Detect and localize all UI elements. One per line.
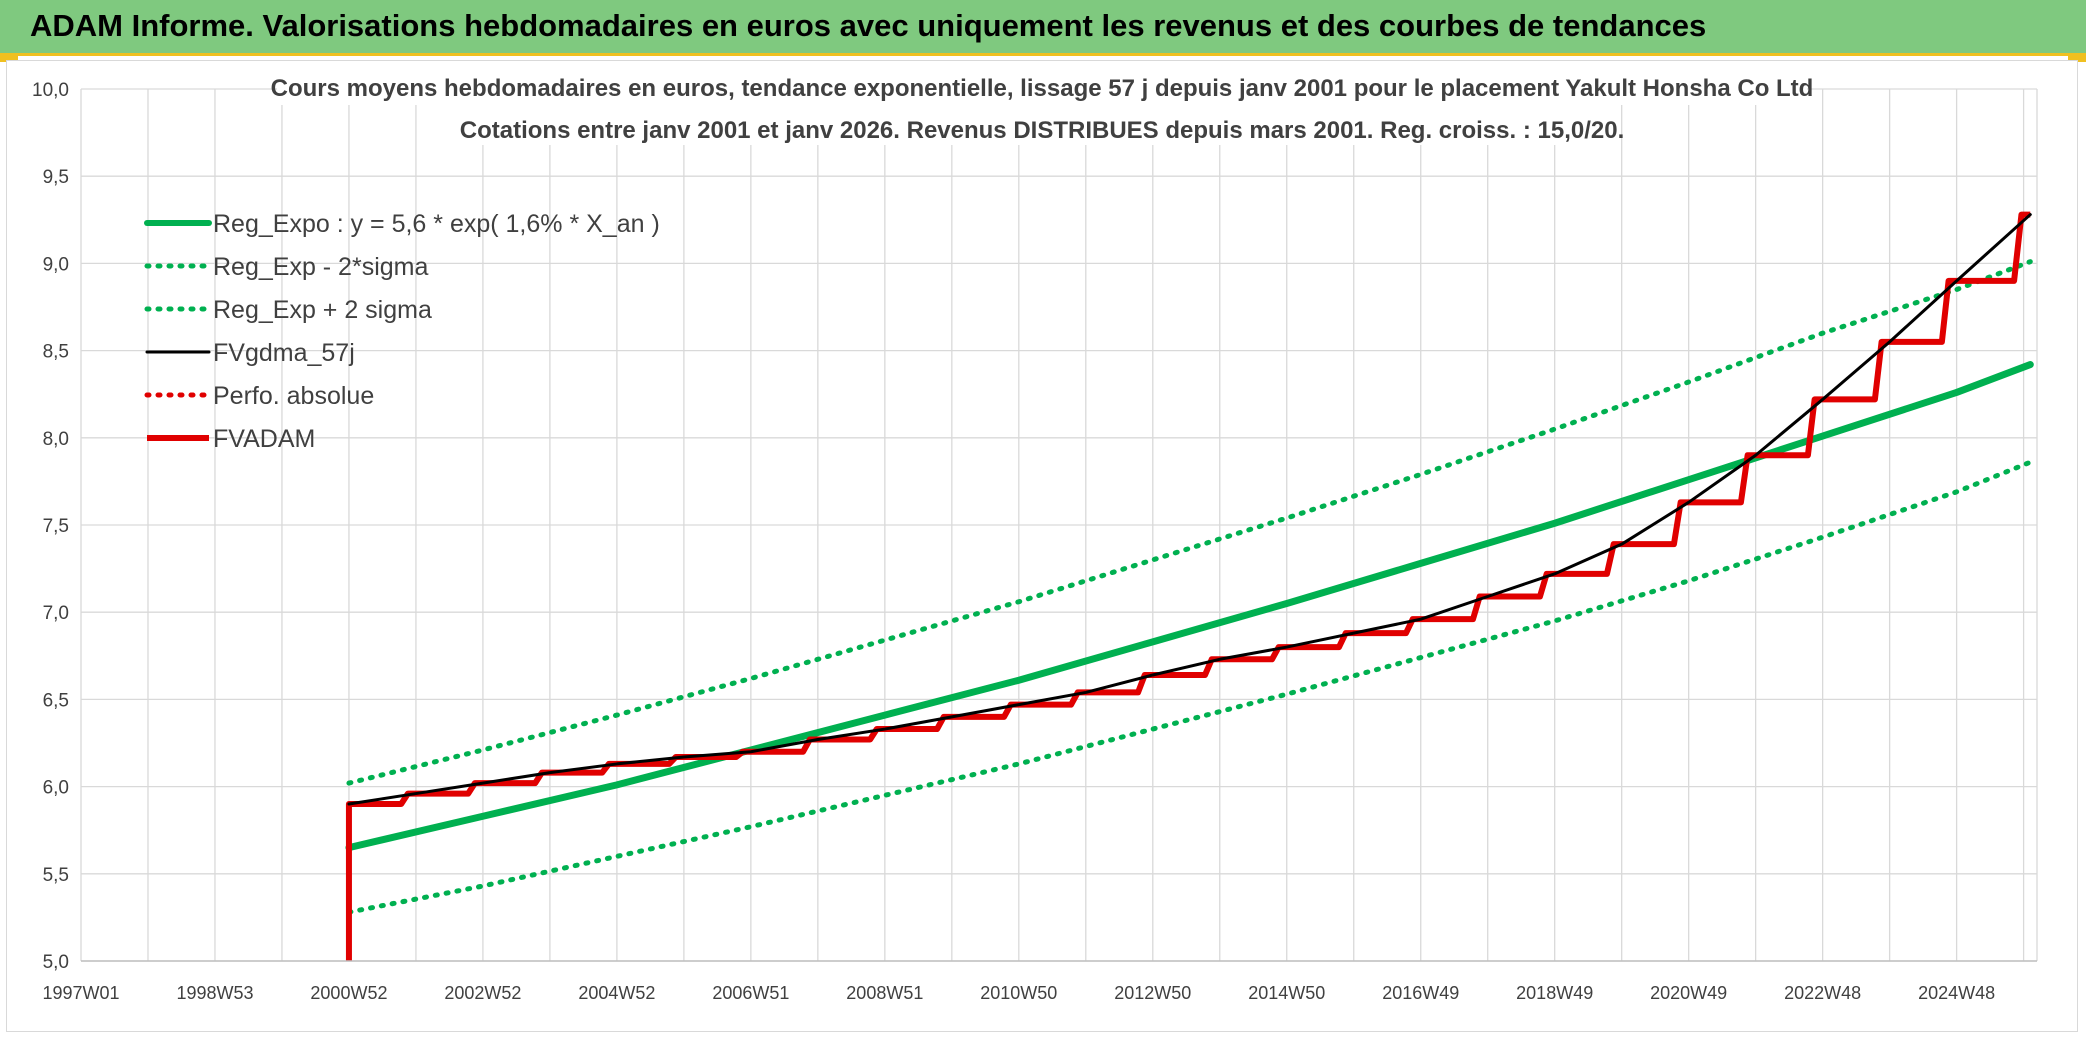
x-tick-label: 2020W49 xyxy=(1650,983,1727,1003)
y-tick-label: 8,5 xyxy=(43,342,69,363)
x-tick-label: 2022W48 xyxy=(1784,983,1861,1003)
x-tick-label: 2014W50 xyxy=(1248,983,1325,1003)
legend-label: FVADAM xyxy=(213,425,315,453)
series-layer xyxy=(345,211,2034,961)
legend: Reg_Expo : y = 5,6 * exp( 1,6% * X_an ) R… xyxy=(144,210,660,453)
y-tick-label: 7,0 xyxy=(43,603,69,624)
header-banner: ADAM Informe. Valorisations hebdomadaire… xyxy=(0,0,2086,56)
legend-label: Reg_Expo : y = 5,6 * exp( 1,6% * X_an ) xyxy=(213,210,660,238)
x-tick-label: 1998W53 xyxy=(176,983,253,1003)
legend-label: FVgdma_57j xyxy=(213,339,355,367)
x-tick-label: 2018W49 xyxy=(1516,983,1593,1003)
chart-subtitle: Cotations entre janv 2001 et janv 2026. … xyxy=(460,117,1625,144)
x-tick-label: 2016W49 xyxy=(1382,983,1459,1003)
corner-mark-left xyxy=(0,56,18,62)
x-tick-label: 2006W51 xyxy=(712,983,789,1003)
y-tick-label: 7,5 xyxy=(43,516,69,537)
legend-label: Reg_Exp - 2*sigma xyxy=(213,253,428,281)
x-tick-label: 2008W51 xyxy=(846,983,923,1003)
series-line-3 xyxy=(347,213,2032,806)
chart-titles: Cours moyens hebdomadaires en euros, ten… xyxy=(271,63,1814,145)
x-tick-label: 2024W48 xyxy=(1918,983,1995,1003)
title-backdrop xyxy=(277,63,1807,105)
x-tick-label: 2010W50 xyxy=(980,983,1057,1003)
chart-title: Cours moyens hebdomadaires en euros, ten… xyxy=(271,75,1814,102)
x-tick-label: 1997W01 xyxy=(42,983,119,1003)
legend-label: Perfo. absolue xyxy=(213,382,374,410)
y-tick-label: 5,5 xyxy=(43,865,69,886)
y-tick-label: 6,5 xyxy=(43,690,69,711)
page-title: ADAM Informe. Valorisations hebdomadaire… xyxy=(30,8,1707,43)
series-line-2 xyxy=(346,259,2033,786)
y-tick-label: 10,0 xyxy=(32,80,69,101)
subtitle-backdrop xyxy=(467,103,1617,145)
y-tick-label: 6,0 xyxy=(43,778,69,799)
x-tick-label: 2002W52 xyxy=(444,983,521,1003)
x-tick-label: 2000W52 xyxy=(310,983,387,1003)
axes: 5,0 5,5 6,0 6,5 7,0 7,5 8,0 8,5 9,0 9,5 10,0 1997W0… xyxy=(32,80,2037,1003)
y-tick-label: 5,0 xyxy=(43,952,69,973)
series-line-0 xyxy=(345,361,2034,852)
series-line-1 xyxy=(346,459,2033,915)
x-tick-label: 2012W50 xyxy=(1114,983,1191,1003)
y-tick-label: 9,0 xyxy=(43,254,69,275)
corner-mark-right xyxy=(2068,56,2086,62)
x-tick-label: 2004W52 xyxy=(578,983,655,1003)
chart-svg: 5,0 5,5 6,0 6,5 7,0 7,5 8,0 8,5 9,0 9,5 10,0 1997W0… xyxy=(32,63,2038,1003)
y-tick-label: 8,0 xyxy=(43,429,69,450)
legend-label: Reg_Exp + 2 sigma xyxy=(213,296,432,324)
y-tick-label: 9,5 xyxy=(43,167,69,188)
series-line-5 xyxy=(345,211,2031,961)
chart-area: 5,0 5,5 6,0 6,5 7,0 7,5 8,0 8,5 9,0 9,5 10,0 1997W0… xyxy=(6,60,2078,1032)
